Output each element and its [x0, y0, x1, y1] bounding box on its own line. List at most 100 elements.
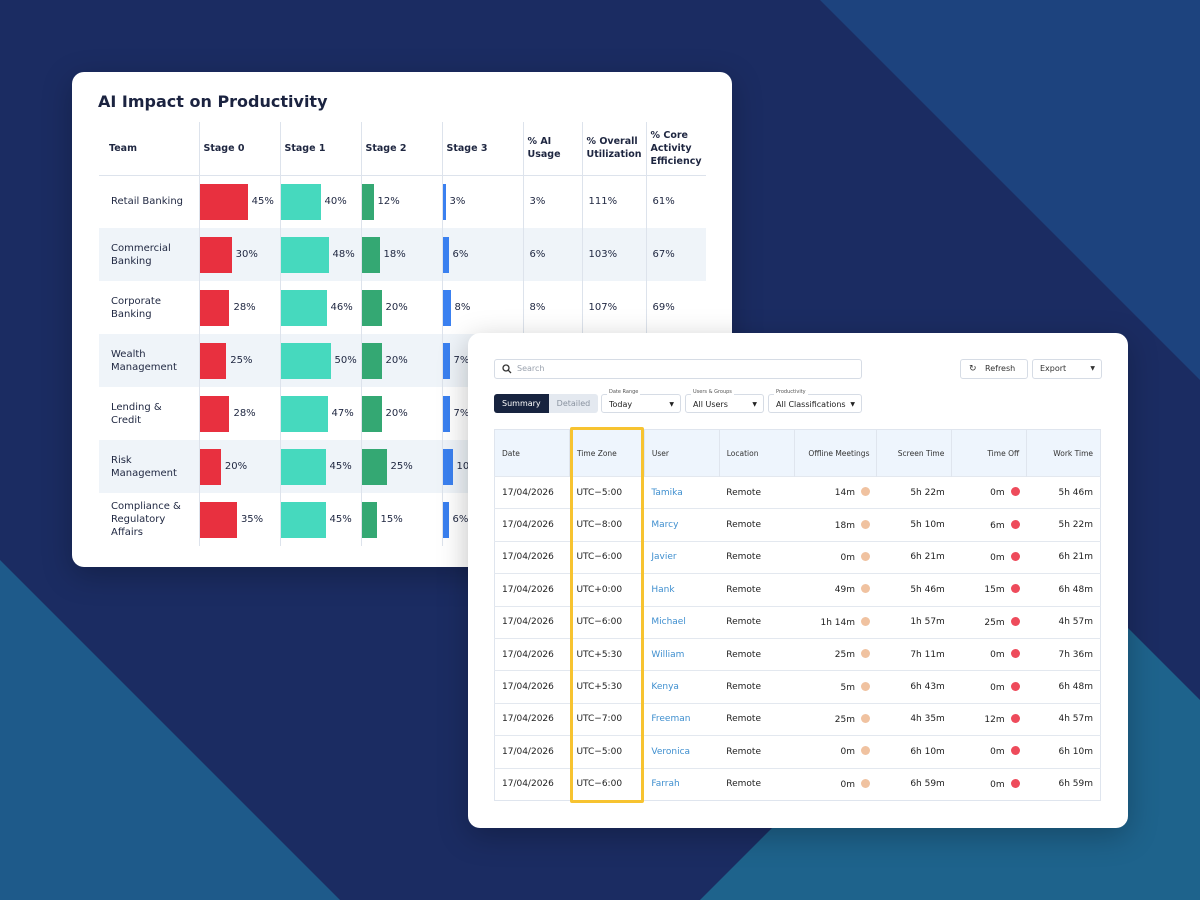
user-value[interactable]: Kenya [651, 682, 679, 693]
status-dot-icon [1010, 551, 1020, 561]
user-value[interactable]: Veronica [651, 746, 691, 757]
user-value[interactable]: Tamika [651, 487, 683, 498]
time-zone-value: UTC−6:00 [576, 552, 623, 563]
work-time-value: 7h 36m [1058, 649, 1093, 660]
chevron-down-icon: ▼ [1090, 365, 1095, 372]
refresh-button[interactable]: ↻ Refresh [960, 359, 1028, 379]
user-cell: Veronica [644, 735, 720, 769]
column-header[interactable]: Time Zone [568, 429, 645, 477]
tab-detailed[interactable]: Detailed [548, 394, 599, 413]
export-button[interactable]: Export ▼ [1032, 359, 1102, 379]
ai-value: 6% [522, 228, 582, 281]
time-zone-highlight [570, 427, 644, 803]
user-value[interactable]: Hank [651, 584, 675, 595]
date-range-select[interactable]: Date Range Today ▼ [601, 388, 681, 413]
stage-cell: 50% [279, 334, 361, 387]
user-value[interactable]: Freeman [651, 714, 691, 725]
time-zone-cell: UTC−6:00 [569, 605, 645, 639]
location-cell: Remote [719, 540, 795, 574]
stage-bar [442, 395, 450, 432]
time-zone-value: UTC−6:00 [576, 617, 623, 628]
column-header: Stage 3 [441, 122, 523, 175]
time-off-value: 15m [984, 585, 1005, 596]
stage-cell: 45% [279, 440, 361, 493]
stage-bar [280, 395, 328, 432]
stage-cell: 48% [279, 228, 361, 281]
column-header[interactable]: Work Time [1026, 429, 1101, 477]
column-header: % Overall Utilization [581, 122, 647, 175]
date-cell: 17/04/2026 [494, 508, 570, 542]
stage-bar-container: 7% [442, 387, 523, 440]
user-value[interactable]: Marcy [651, 520, 679, 531]
users-groups-value: All Users [693, 400, 728, 409]
users-groups-select[interactable]: Users & Groups All Users ▼ [685, 388, 764, 413]
status-dot-icon [860, 713, 870, 723]
offline-meetings-value: 14m [834, 488, 855, 499]
stage-value: 7% [453, 408, 470, 419]
core-value: 67% [645, 228, 707, 281]
stage-cell: 25% [198, 334, 280, 387]
stage-bar [361, 395, 382, 432]
stage-bar-container: 28% [199, 281, 280, 334]
date-range-value: Today [609, 400, 633, 409]
team-name: Risk Management [99, 440, 199, 493]
time-zone-value: UTC−7:00 [576, 714, 623, 725]
column-header: % Core Activity Efficiency [645, 122, 707, 175]
team-name: Commercial Banking [99, 228, 199, 281]
work-time-value: 5h 46m [1058, 487, 1093, 498]
stage-bar [442, 342, 450, 379]
date-cell: 17/04/2026 [494, 735, 570, 769]
stage-bar [361, 501, 377, 538]
core-value: 61% [645, 175, 707, 228]
table-row: Commercial Banking 30% 48% 18% 6% 6% 103% 67% [99, 228, 707, 281]
stage-cell: 3% [441, 175, 523, 228]
user-value[interactable]: Farrah [651, 779, 680, 790]
stage-value: 28% [233, 302, 256, 313]
status-dot-icon [1010, 746, 1020, 756]
productivity-select[interactable]: Productivity All Classifications ▼ [768, 388, 862, 413]
offline-meetings-value: 25m [834, 714, 855, 725]
column-header[interactable]: Location [718, 429, 795, 477]
offline-meetings-value: 5m [840, 682, 855, 693]
column-header[interactable]: User [643, 429, 720, 477]
work-time-cell: 6h 48m [1026, 573, 1101, 607]
stage-bar [361, 448, 387, 485]
stage-cell: 35% [198, 493, 280, 546]
user-value[interactable]: Michael [651, 617, 686, 628]
offline-meetings-value: 18m [834, 520, 855, 531]
stage-cell: 25% [360, 440, 442, 493]
offline-meetings-value: 0m [840, 779, 855, 790]
util-value: 103% [581, 228, 647, 281]
time-off-cell: 0m [951, 475, 1027, 509]
stage-value: 50% [334, 355, 357, 366]
date-cell: 17/04/2026 [494, 670, 570, 704]
team-name: Lending & Credit [111, 401, 162, 426]
stage-value: 35% [240, 514, 264, 525]
search-input[interactable]: Search [494, 359, 862, 379]
column-header[interactable]: Date [494, 429, 570, 477]
user-value[interactable]: Javier [651, 552, 677, 563]
column-header[interactable]: Offline Meetings [793, 429, 877, 477]
work-time-cell: 6h 59m [1026, 767, 1101, 801]
stage-bar-container: 25% [199, 334, 280, 387]
time-off-cell: 6m [951, 508, 1027, 542]
user-value[interactable]: William [651, 649, 685, 660]
stage-bar [442, 183, 446, 220]
screen-time-value: 4h 35m [910, 714, 945, 725]
location-cell: Remote [719, 767, 795, 801]
column-header[interactable]: Time Off [951, 429, 1027, 477]
tab-summary[interactable]: Summary [494, 394, 549, 413]
status-dot-icon [860, 649, 870, 659]
stage-bar-container: 50% [280, 334, 361, 387]
user-cell: Kenya [644, 670, 720, 704]
offline-meetings-value: 49m [834, 585, 855, 596]
column-header[interactable]: Screen Time [876, 429, 952, 477]
screen-time-value: 5h 10m [910, 520, 945, 531]
status-dot-icon [1010, 713, 1020, 723]
time-off-value: 6m [990, 520, 1005, 531]
stage-value: 45% [251, 196, 274, 208]
screen-time-cell: 5h 46m [876, 573, 952, 607]
stage-bar [199, 342, 227, 379]
location-cell: Remote [719, 702, 795, 736]
location-value: Remote [726, 584, 761, 595]
